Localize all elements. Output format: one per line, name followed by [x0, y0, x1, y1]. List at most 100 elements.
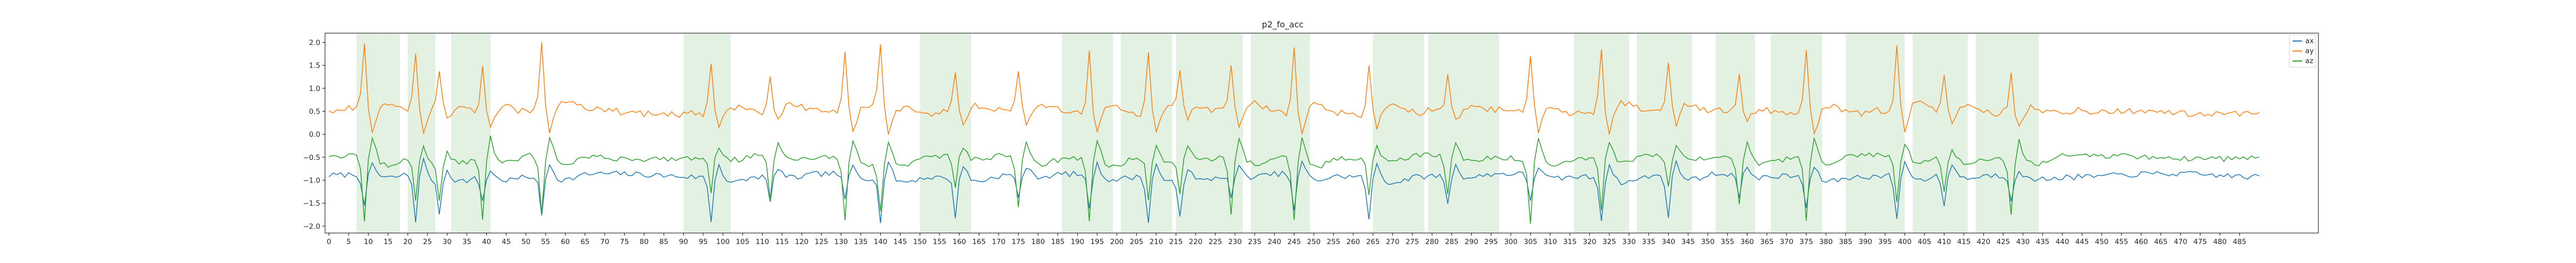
- x-tick-label: 315: [1563, 238, 1577, 246]
- x-tick-label: 0: [327, 238, 331, 246]
- x-tick-label: 125: [814, 238, 828, 246]
- x-tick-label: 250: [1307, 238, 1321, 246]
- y-tick-label: 2.0: [309, 38, 320, 47]
- x-tick-label: 225: [1208, 238, 1222, 246]
- x-tick-label: 300: [1504, 238, 1518, 246]
- y-tick-label: 0.0: [309, 130, 320, 139]
- x-tick-label: 165: [972, 238, 986, 246]
- x-tick-label: 460: [2135, 238, 2148, 246]
- x-tick-label: 15: [384, 238, 392, 246]
- x-tick-label: 185: [1051, 238, 1065, 246]
- x-tick-label: 180: [1031, 238, 1045, 246]
- shaded-region: [380, 33, 400, 233]
- x-tick-label: 240: [1267, 238, 1281, 246]
- x-tick-label: 25: [423, 238, 432, 246]
- x-tick-label: 215: [1169, 238, 1183, 246]
- series-line-az: [329, 135, 2260, 224]
- x-tick-label: 365: [1760, 238, 1774, 246]
- shaded-region: [408, 33, 436, 233]
- shaded-region: [1176, 33, 1243, 233]
- series-lines: [328, 42, 2260, 224]
- shaded-region: [1428, 33, 1499, 233]
- x-tick-label: 475: [2194, 238, 2207, 246]
- x-tick-label: 90: [679, 238, 688, 246]
- x-tick-label: 340: [1661, 238, 1675, 246]
- x-tick-label: 445: [2075, 238, 2089, 246]
- x-tick-label: 430: [2016, 238, 2030, 246]
- x-tick-label: 320: [1583, 238, 1597, 246]
- x-tick-label: 40: [482, 238, 491, 246]
- x-tick-label: 285: [1445, 238, 1459, 246]
- x-tick-label: 5: [347, 238, 351, 246]
- x-tick-label: 450: [2095, 238, 2109, 246]
- chart-title: p2_fo_acc: [1262, 19, 1303, 30]
- axes-frame: [325, 33, 2319, 234]
- x-tick-label: 85: [660, 238, 668, 246]
- x-tick-label: 235: [1248, 238, 1262, 246]
- shaded-regions: [356, 33, 2039, 233]
- x-tick-label: 150: [913, 238, 927, 246]
- x-tick-label: 435: [2036, 238, 2050, 246]
- x-tick-label: 50: [522, 238, 530, 246]
- y-tick-label: −2.0: [303, 222, 320, 231]
- x-tick-label: 360: [1741, 238, 1754, 246]
- x-tick-label: 155: [933, 238, 947, 246]
- x-tick-label: 10: [364, 238, 373, 246]
- y-axis: −2.0 −1.5 −1.0 −0.5 0.0 0.5 1.0 1.5 2.0: [303, 38, 325, 231]
- x-tick-label: 455: [2115, 238, 2128, 246]
- x-tick-label: 415: [1957, 238, 1971, 246]
- x-tick-label: 55: [541, 238, 550, 246]
- shaded-region: [1251, 33, 1310, 233]
- y-tick-label: 0.5: [309, 108, 320, 116]
- x-tick-label: 295: [1484, 238, 1498, 246]
- shaded-region: [1771, 33, 1822, 233]
- shaded-region: [1637, 33, 1692, 233]
- x-tick-label: 100: [716, 238, 730, 246]
- x-tick-label: 480: [2213, 238, 2227, 246]
- x-tick-label: 200: [1110, 238, 1124, 246]
- shaded-region: [1373, 33, 1424, 233]
- legend-frame: [2289, 34, 2316, 68]
- x-tick-label: 465: [2154, 238, 2168, 246]
- x-tick-label: 70: [600, 238, 609, 246]
- x-tick-label: 395: [1879, 238, 1892, 246]
- x-tick-label: 80: [640, 238, 648, 246]
- shaded-region: [1975, 33, 2039, 233]
- x-tick-label: 30: [443, 238, 451, 246]
- y-tick-label: 1.5: [309, 62, 320, 70]
- x-tick-label: 95: [699, 238, 707, 246]
- x-tick-label: 75: [620, 238, 629, 246]
- x-tick-label: 305: [1523, 238, 1537, 246]
- x-tick-label: 390: [1859, 238, 1872, 246]
- x-tick-label: 440: [2056, 238, 2069, 246]
- x-tick-label: 220: [1189, 238, 1203, 246]
- x-tick-label: 355: [1720, 238, 1734, 246]
- x-tick-label: 380: [1819, 238, 1833, 246]
- shaded-region: [451, 33, 491, 233]
- x-tick-label: 325: [1602, 238, 1616, 246]
- x-tick-label: 20: [403, 238, 412, 246]
- x-tick-label: 425: [1997, 238, 2010, 246]
- x-tick-label: 405: [1918, 238, 1931, 246]
- series-line-ax: [328, 157, 2260, 224]
- shaded-region: [356, 33, 380, 233]
- x-tick-label: 35: [463, 238, 471, 246]
- x-tick-label: 420: [1977, 238, 1990, 246]
- x-tick-label: 375: [1800, 238, 1813, 246]
- x-tick-label: 255: [1327, 238, 1341, 246]
- series-line-ay: [329, 42, 2260, 136]
- x-tick-label: 470: [2174, 238, 2187, 246]
- x-tick-label: 65: [581, 238, 589, 246]
- x-tick-label: 345: [1682, 238, 1695, 246]
- legend-label-az: az: [2305, 57, 2313, 65]
- x-tick-label: 260: [1346, 238, 1360, 246]
- x-tick-label: 270: [1386, 238, 1400, 246]
- legend: ax ay az: [2289, 34, 2316, 68]
- x-tick-label: 175: [1011, 238, 1025, 246]
- shaded-region: [1715, 33, 1755, 233]
- x-tick-label: 130: [834, 238, 848, 246]
- x-tick-label: 400: [1898, 238, 1912, 246]
- x-tick-label: 135: [854, 238, 868, 246]
- x-tick-label: 110: [755, 238, 769, 246]
